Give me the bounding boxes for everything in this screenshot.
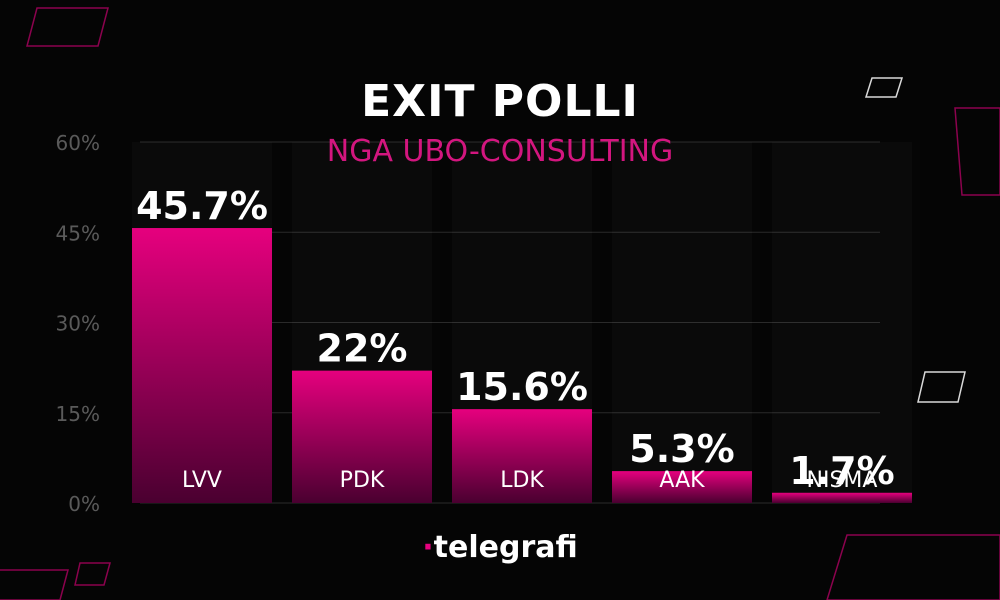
- value-label: 1.7%: [789, 449, 894, 493]
- value-label: 22%: [317, 327, 408, 371]
- bar-ldk: [452, 409, 592, 503]
- category-label: AAK: [659, 468, 705, 493]
- bar-nisma: [772, 492, 912, 503]
- chart-title: EXIT POLLI: [361, 76, 639, 127]
- y-tick-label: 30%: [56, 312, 100, 336]
- value-label: 45.7%: [136, 184, 268, 228]
- telegrafi-logo: ·telegrafi: [0, 530, 1000, 565]
- category-label: NISMA: [807, 468, 878, 493]
- value-label: 5.3%: [629, 427, 734, 471]
- category-label: PDK: [340, 468, 385, 493]
- logo-text: telegrafi: [433, 530, 578, 565]
- category-label: LVV: [182, 468, 222, 493]
- bar-aak: [612, 471, 752, 503]
- value-label: 15.6%: [456, 365, 588, 409]
- bar-lvv: [132, 228, 272, 503]
- y-tick-label: 0%: [68, 492, 100, 516]
- chart-subtitle: NGA UBO-CONSULTING: [326, 134, 674, 169]
- y-tick-label: 60%: [56, 131, 100, 155]
- y-tick-label: 45%: [56, 221, 100, 245]
- category-label: LDK: [500, 468, 544, 493]
- bar-pdk: [292, 370, 432, 503]
- logo-dot: ·: [422, 530, 434, 565]
- y-tick-label: 15%: [56, 402, 100, 426]
